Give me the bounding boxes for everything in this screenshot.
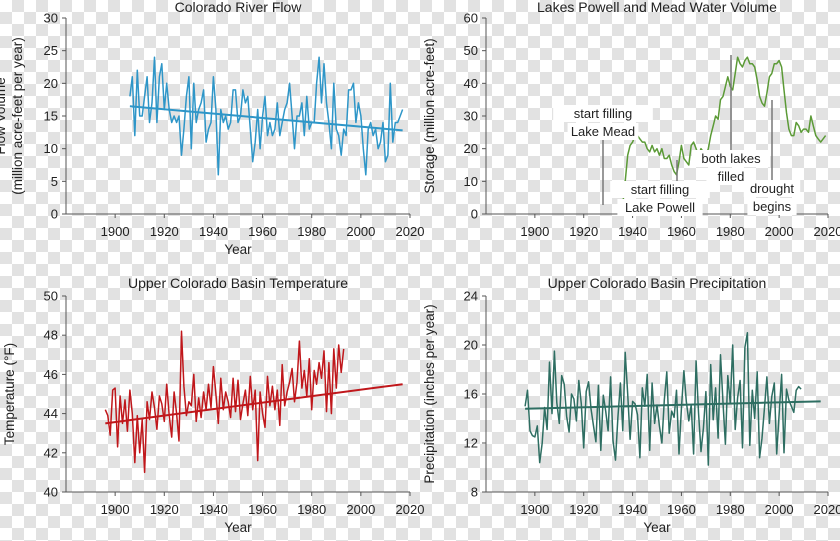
storage-annotation-bg xyxy=(610,181,710,198)
storage-x-tick-label: 2000 xyxy=(765,224,794,239)
precipitation-x-tick-label: 1940 xyxy=(618,502,647,517)
precipitation-x-tick-label: 1980 xyxy=(716,502,745,517)
flow-x-tick-label: 1980 xyxy=(297,224,326,239)
precipitation-x-tick-label: 2020 xyxy=(814,502,840,517)
precipitation-x-tick-label: 1960 xyxy=(667,502,696,517)
storage-x-tick-label: 1920 xyxy=(569,224,598,239)
flow-x-tick-label: 2000 xyxy=(346,224,375,239)
flow-x-tick-label: 1920 xyxy=(150,224,179,239)
storage-annotation-text: drought xyxy=(750,181,794,196)
flow-y-axis-label: (million acre-feet per year) xyxy=(10,37,25,195)
storage-y-tick-label: 40 xyxy=(464,76,478,91)
storage-title: Lakes Powell and Mead Water Volume xyxy=(537,0,777,15)
precipitation-series-line xyxy=(524,332,802,466)
precipitation-y-axis-label: Precipitation (inches per year) xyxy=(422,304,437,483)
temperature-y-tick-label: 44 xyxy=(44,406,58,421)
flow-y-tick-label: 5 xyxy=(51,174,58,189)
storage-y-tick-label: 10 xyxy=(464,174,478,189)
precipitation-x-tick-label: 2000 xyxy=(765,502,794,517)
precipitation-title: Upper Colorado Basin Precipitation xyxy=(548,275,767,291)
temperature-title: Upper Colorado Basin Temperature xyxy=(128,275,348,291)
storage-y-tick-label: 50 xyxy=(464,43,478,58)
storage-annotation-bg xyxy=(743,180,801,197)
temperature-y-tick-label: 50 xyxy=(44,289,58,304)
storage-annotation-bg xyxy=(747,198,797,215)
flow-x-tick-label: 2020 xyxy=(396,224,425,239)
temperature-x-tick-label: 1980 xyxy=(297,502,326,517)
flow-x-tick-label: 1960 xyxy=(248,224,277,239)
flow-title: Colorado River Flow xyxy=(175,0,303,15)
storage-x-tick-label: 2020 xyxy=(814,224,840,239)
storage-annotation-text: start filling xyxy=(631,182,690,197)
storage-annotation-text: begins xyxy=(753,199,792,214)
temperature-y-tick-label: 46 xyxy=(44,367,58,382)
flow-chart: Colorado River Flow 0 5 10 15 20 25 30 1900 1920 1… xyxy=(0,0,424,257)
flow-y-axis-label: Flow Volume xyxy=(0,77,8,154)
flow-trend-line xyxy=(129,105,403,132)
flow-y-tick-label: 15 xyxy=(44,109,58,124)
flow-series-line xyxy=(129,56,404,176)
temperature-y-tick-label: 48 xyxy=(44,328,58,343)
storage-annotation-text: both lakes xyxy=(701,151,761,166)
storage-annotation-bg xyxy=(553,105,653,122)
storage-chart: Lakes Powell and Mead Water Volume 0 10 20 3… xyxy=(422,0,840,239)
temperature-x-tick-label: 1940 xyxy=(199,502,228,517)
storage-annotation-bg xyxy=(617,199,703,216)
storage-annotation-bg xyxy=(706,168,756,185)
temperature-x-tick-label: 2000 xyxy=(346,502,375,517)
flow-y-tick-label: 0 xyxy=(51,207,58,222)
precipitation-y-tick-label: 12 xyxy=(464,436,478,451)
flow-y-tick-label: 30 xyxy=(44,11,58,26)
temperature-x-tick-label: 1920 xyxy=(150,502,179,517)
temperature-series-line xyxy=(104,330,345,474)
flow-x-tick-label: 1900 xyxy=(101,224,130,239)
temperature-y-tick-label: 42 xyxy=(44,445,58,460)
storage-annotation-bg xyxy=(692,150,770,167)
temperature-chart: Upper Colorado Basin Temperature 40 42 44 46… xyxy=(2,275,424,535)
temperature-x-tick-label: 1960 xyxy=(248,502,277,517)
flow-y-tick-label: 20 xyxy=(44,76,58,91)
storage-y-tick-label: 20 xyxy=(464,141,478,156)
storage-annotation-bg xyxy=(567,123,639,140)
storage-y-axis-label: Storage (million acre-feet) xyxy=(422,38,437,193)
storage-y-tick-label: 30 xyxy=(464,109,478,124)
temperature-x-tick-label: 2020 xyxy=(396,502,425,517)
precipitation-chart: Upper Colorado Basin Precipitation 8 12 16 2… xyxy=(422,275,840,535)
temperature-y-tick-label: 40 xyxy=(44,485,58,500)
storage-y-tick-label: 60 xyxy=(464,11,478,26)
precipitation-trend-line xyxy=(525,400,821,410)
storage-annotation-text: filled xyxy=(718,169,745,184)
storage-annotation-text: Lake Powell xyxy=(625,200,695,215)
temperature-trend-line xyxy=(105,383,403,425)
storage-series-line xyxy=(619,56,827,211)
temperature-x-axis-label: Year xyxy=(224,520,252,535)
flow-x-tick-label: 1940 xyxy=(199,224,228,239)
precipitation-x-tick-label: 1900 xyxy=(520,502,549,517)
precipitation-y-tick-label: 8 xyxy=(471,485,478,500)
storage-annotation-text: start filling xyxy=(574,106,633,121)
precipitation-x-axis-label: Year xyxy=(643,520,671,535)
storage-x-tick-label: 1960 xyxy=(667,224,696,239)
flow-y-tick-label: 10 xyxy=(44,141,58,156)
storage-x-tick-label: 1940 xyxy=(618,224,647,239)
precipitation-y-tick-label: 20 xyxy=(464,338,478,353)
precipitation-x-tick-label: 1920 xyxy=(569,502,598,517)
precipitation-y-tick-label: 16 xyxy=(464,387,478,402)
temperature-x-tick-label: 1900 xyxy=(101,502,130,517)
storage-x-tick-label: 1980 xyxy=(716,224,745,239)
storage-x-tick-label: 1900 xyxy=(520,224,549,239)
storage-y-tick-label: 0 xyxy=(471,207,478,222)
flow-y-tick-label: 25 xyxy=(44,43,58,58)
storage-annotation-text: Lake Mead xyxy=(571,124,635,139)
temperature-y-axis-label: Temperature (°F) xyxy=(2,343,17,445)
flow-x-axis-label: Year xyxy=(224,242,252,257)
precipitation-y-tick-label: 24 xyxy=(464,289,478,304)
